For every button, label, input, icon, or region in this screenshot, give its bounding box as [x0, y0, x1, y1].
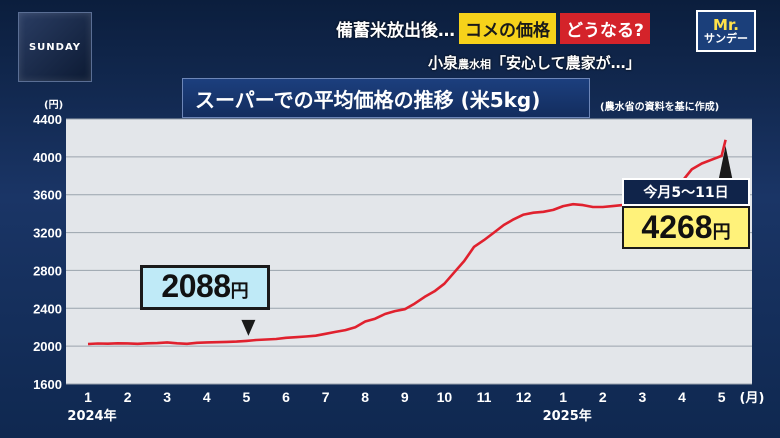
- subheadline-role: 農水相: [458, 58, 492, 71]
- current-period-label: 今月5〜11日: [622, 178, 750, 206]
- x-tick-label: 4: [678, 389, 686, 405]
- mr-logo-bottom: サンデー: [704, 32, 748, 45]
- y-tick-label: 4400: [33, 112, 62, 127]
- x-tick-label: 5: [718, 389, 726, 405]
- x-tick-label: 6: [282, 389, 290, 405]
- x-tick-label: 8: [361, 389, 369, 405]
- x-tick-label: 1: [559, 389, 567, 405]
- x-axis-ticks: 1 2 3 4 5 6 7 8 9 10 11 12 1 2 3 4 5 (月)2024年 2025年: [67, 389, 764, 424]
- subheadline-name: 小泉: [428, 54, 459, 72]
- x-tick-label: 2: [599, 389, 607, 405]
- x-tick-label: 3: [639, 389, 647, 405]
- mr-sunday-logo: Mr. サンデー: [696, 10, 756, 52]
- headline: 備蓄米放出後… コメの価格 どうなる?: [336, 12, 650, 44]
- x-tick-label: 2: [124, 389, 132, 405]
- x-tick-label: 7: [322, 389, 330, 405]
- headline-rice-price: コメの価格: [459, 12, 556, 44]
- y-tick-label: 2400: [33, 301, 62, 316]
- y-tick-label: 2800: [33, 263, 62, 278]
- current-value-unit: 円: [712, 222, 731, 242]
- year-label: 2025年: [543, 408, 592, 424]
- year-label: 2024年: [67, 408, 116, 424]
- start-value-unit: 円: [230, 281, 249, 301]
- x-tick-label: 9: [401, 389, 409, 405]
- subheadline-quote: 「安心して農家が…」: [491, 54, 641, 72]
- sunday-logo: SUNDAY: [18, 12, 92, 82]
- y-tick-label: 4000: [33, 150, 62, 165]
- plot-area: [66, 119, 752, 384]
- x-tick-label: 4: [203, 389, 211, 405]
- y-axis-ticks: 1600 2000 2400 2800 3200 3600 4000 4400: [33, 112, 62, 392]
- current-pointer: [718, 145, 733, 180]
- subheadline: 小泉農水相「安心して農家が…」: [428, 52, 641, 73]
- x-tick-label: 1: [84, 389, 92, 405]
- start-value-callout: 2088 円: [140, 265, 270, 310]
- headline-question: どうなる?: [560, 12, 650, 44]
- x-axis-unit: (月): [740, 391, 765, 406]
- current-value-callout: 今月5〜11日 4268 円: [622, 178, 750, 249]
- y-tick-label: 2000: [33, 339, 62, 354]
- current-value-box: 4268 円: [622, 206, 750, 249]
- x-tick-label: 12: [516, 389, 532, 405]
- current-value: 4268: [641, 209, 713, 245]
- mr-logo-top: Mr.: [713, 16, 739, 34]
- y-tick-label: 3200: [33, 226, 62, 241]
- x-tick-label: 10: [437, 389, 453, 405]
- x-tick-label: 3: [163, 389, 171, 405]
- chart-title: スーパーでの平均価格の推移 (米5kg): [182, 78, 590, 118]
- y-axis-unit: (円): [44, 100, 64, 111]
- chart-source: (農水省の資料を基に作成): [600, 102, 720, 113]
- headline-lead: 備蓄米放出後…: [336, 20, 455, 41]
- start-pointer: [241, 319, 256, 336]
- y-tick-label: 1600: [33, 377, 62, 392]
- start-value: 2088: [161, 268, 231, 304]
- x-tick-label: 5: [243, 389, 251, 405]
- y-tick-label: 3600: [33, 188, 62, 203]
- x-tick-label: 11: [477, 389, 492, 405]
